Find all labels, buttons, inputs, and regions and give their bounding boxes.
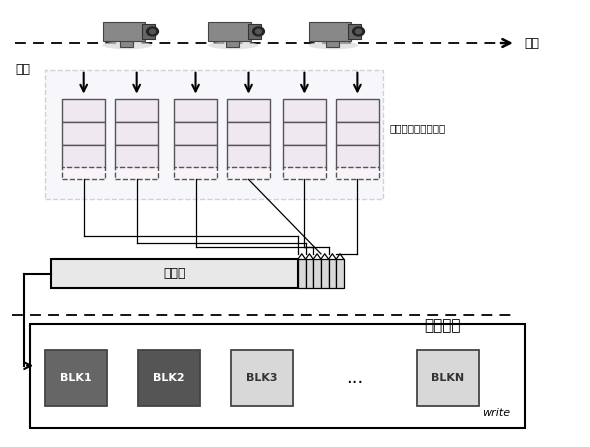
Bar bbox=[45, 350, 107, 406]
Bar bbox=[51, 259, 298, 288]
Ellipse shape bbox=[102, 41, 152, 49]
Bar bbox=[120, 41, 133, 47]
Bar bbox=[174, 99, 217, 122]
Bar bbox=[63, 99, 105, 122]
Text: 连续分区: 连续分区 bbox=[424, 319, 461, 333]
Bar bbox=[313, 259, 321, 288]
Bar bbox=[103, 22, 145, 41]
Bar bbox=[63, 167, 105, 179]
Bar bbox=[227, 122, 270, 145]
Text: BLKN: BLKN bbox=[431, 373, 464, 384]
Bar bbox=[227, 145, 270, 168]
Bar bbox=[336, 99, 379, 122]
Bar bbox=[336, 259, 344, 288]
Circle shape bbox=[353, 27, 365, 36]
Text: 线程: 线程 bbox=[525, 37, 540, 50]
Text: ...: ... bbox=[346, 369, 363, 388]
Bar bbox=[226, 41, 239, 47]
Bar bbox=[326, 41, 339, 47]
Bar bbox=[116, 167, 158, 179]
Text: BLK2: BLK2 bbox=[153, 373, 185, 384]
Bar bbox=[208, 22, 251, 41]
Bar bbox=[30, 324, 525, 429]
Bar bbox=[45, 70, 384, 199]
Bar bbox=[298, 259, 306, 288]
Text: 网络: 网络 bbox=[15, 63, 31, 76]
Bar bbox=[336, 145, 379, 168]
Bar bbox=[227, 167, 270, 179]
Bar bbox=[138, 350, 199, 406]
Bar bbox=[283, 99, 326, 122]
Bar bbox=[417, 350, 478, 406]
Bar bbox=[116, 122, 158, 145]
Bar bbox=[336, 167, 379, 179]
Circle shape bbox=[147, 27, 159, 36]
Text: 超高速缓冲存储系统: 超高速缓冲存储系统 bbox=[389, 123, 445, 133]
Bar bbox=[116, 99, 158, 122]
Ellipse shape bbox=[208, 41, 258, 49]
Circle shape bbox=[255, 29, 261, 34]
Bar bbox=[231, 350, 293, 406]
Bar bbox=[63, 145, 105, 168]
Bar bbox=[336, 122, 379, 145]
Text: BLK1: BLK1 bbox=[60, 373, 91, 384]
Bar bbox=[174, 145, 217, 168]
Bar bbox=[142, 24, 155, 38]
Bar bbox=[283, 122, 326, 145]
Text: BLK3: BLK3 bbox=[246, 373, 277, 384]
Bar bbox=[321, 259, 329, 288]
Circle shape bbox=[253, 27, 264, 36]
Bar bbox=[248, 24, 261, 38]
Bar bbox=[348, 24, 361, 38]
Bar bbox=[309, 22, 351, 41]
Bar bbox=[174, 122, 217, 145]
Bar bbox=[283, 167, 326, 179]
Ellipse shape bbox=[308, 41, 358, 49]
Bar bbox=[283, 145, 326, 168]
Bar bbox=[63, 122, 105, 145]
Bar bbox=[306, 259, 313, 288]
Bar bbox=[174, 167, 217, 179]
Bar bbox=[116, 145, 158, 168]
Text: 缓冲器: 缓冲器 bbox=[163, 267, 186, 280]
Circle shape bbox=[356, 29, 362, 34]
Circle shape bbox=[150, 29, 156, 34]
Text: write: write bbox=[481, 408, 510, 418]
Bar bbox=[329, 259, 336, 288]
Bar bbox=[227, 99, 270, 122]
